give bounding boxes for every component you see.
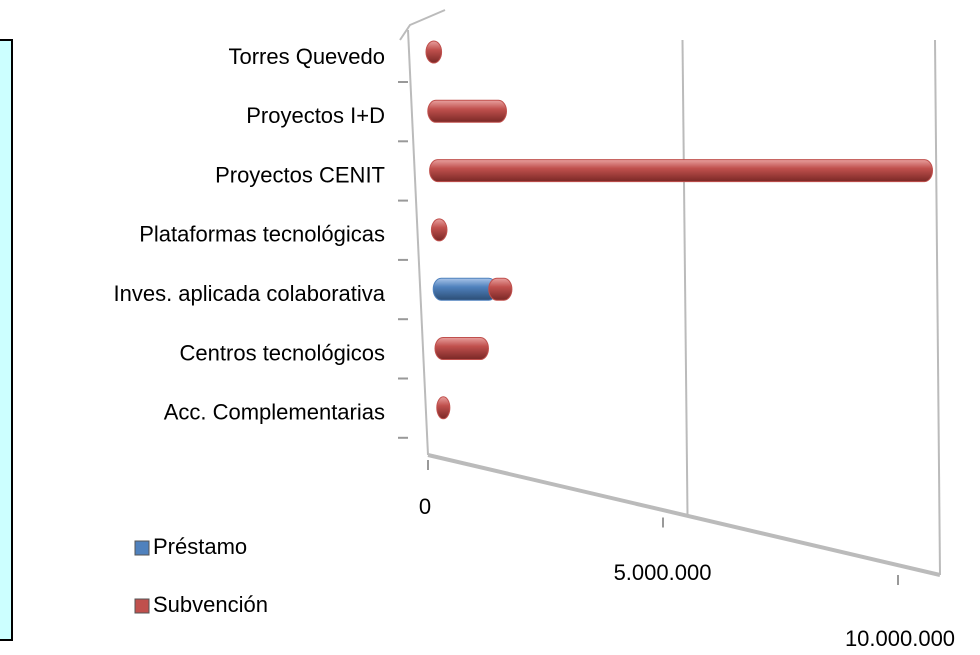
bar [434, 337, 489, 360]
y-tick-label: Proyectos I+D [246, 103, 385, 128]
y-tick-label: Proyectos CENIT [215, 162, 385, 187]
legend-label: Subvención [153, 592, 268, 617]
grid-line [681, 39, 689, 516]
bar [488, 277, 513, 301]
bar [436, 396, 451, 420]
x-tick-label: 10.000.000 [845, 626, 955, 651]
x-tick-label: 5.000.000 [614, 560, 712, 585]
legend-label: Préstamo [153, 534, 247, 559]
y-tick-label: Torres Quevedo [228, 44, 385, 69]
bar [425, 40, 443, 64]
y-tick-label: Centros tecnológicos [180, 340, 385, 365]
panel-edge [0, 39, 13, 641]
bar [432, 277, 498, 301]
legend-swatch [134, 540, 150, 556]
y-tick-label: Inves. aplicada colaborativa [114, 281, 386, 306]
y-tick-label: Acc. Complementarias [164, 400, 385, 425]
wall-edge [407, 29, 429, 456]
legend-swatch [134, 598, 150, 614]
grid-line [934, 39, 941, 576]
bar [430, 218, 448, 242]
y-tick-label: Plataformas tecnológicas [139, 222, 385, 247]
wall-edge [399, 9, 446, 41]
x-tick-label: 0 [419, 494, 431, 519]
bar [427, 99, 507, 123]
floor-edge [427, 453, 941, 577]
bar [429, 159, 933, 183]
